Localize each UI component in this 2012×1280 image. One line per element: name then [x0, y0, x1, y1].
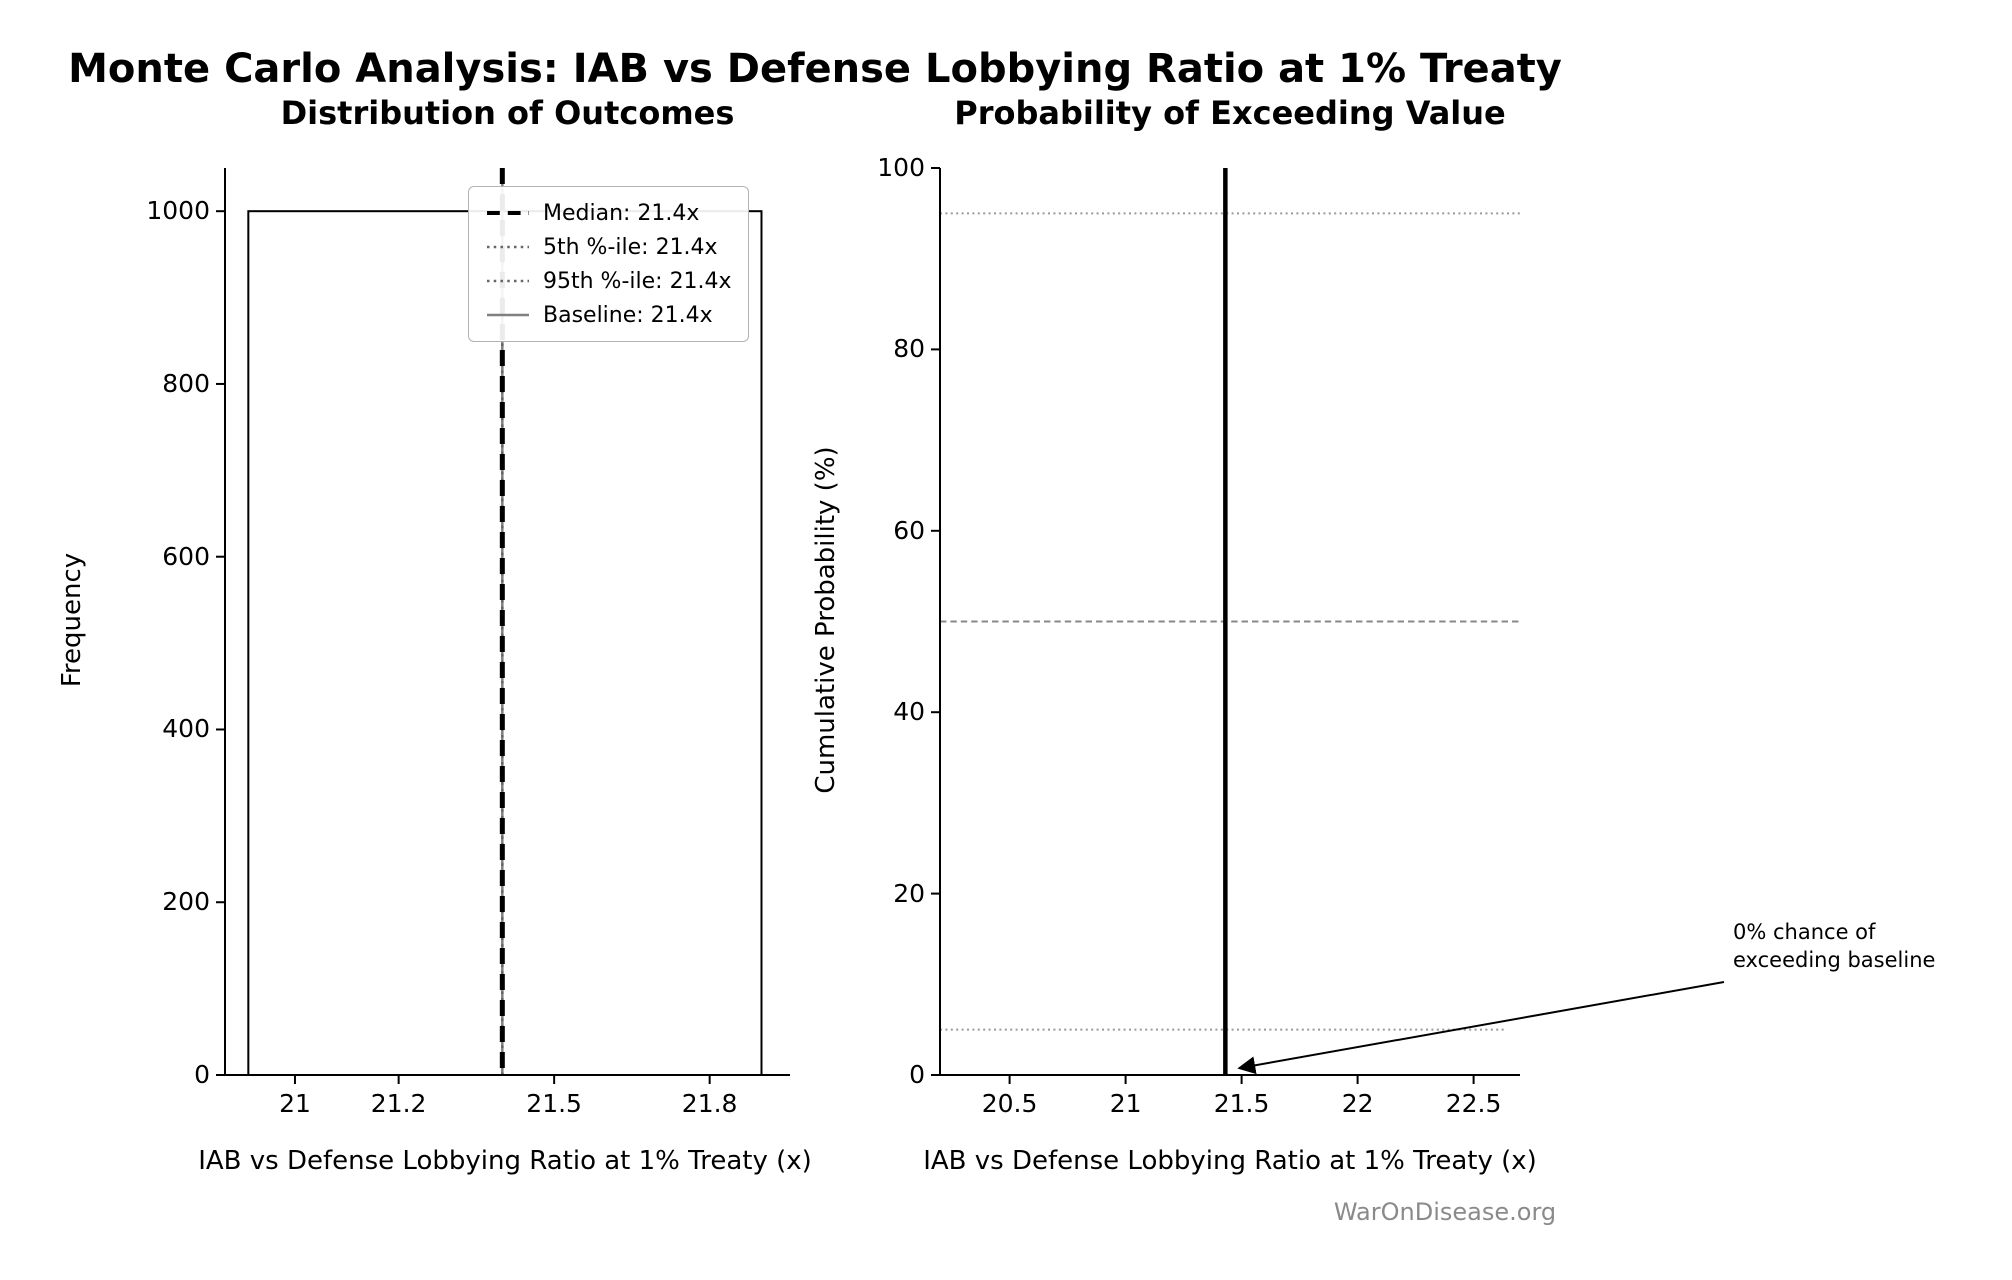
y-tick-label: 0 [194, 1060, 210, 1089]
legend: Median: 21.4x 5th %-ile: 21.4x 95th %-ile:… [468, 186, 749, 342]
y-tick-label: 0 [909, 1060, 925, 1089]
annotation-text: 0% chance of exceeding baseline [1733, 920, 1936, 973]
y-tick-label: 400 [162, 714, 210, 744]
x-tick-label: 21 [279, 1089, 311, 1118]
left-x-axis-label: IAB vs Defense Lobbying Ratio at 1% Trea… [198, 1146, 812, 1176]
cdf-plot [931, 167, 1520, 1084]
left-y-axis-label: Frequency [57, 552, 87, 688]
legend-entry-label: 5th %-ile: 21.4x [543, 234, 718, 260]
x-tick-label: 22 [1341, 1089, 1374, 1118]
x-tick-label: 21.2 [370, 1089, 427, 1118]
histogram-bar [247, 210, 763, 1076]
annotation-arrow [1237, 981, 1725, 1075]
y-tick-label: 20 [893, 878, 925, 908]
y-tick-label: 80 [893, 334, 925, 364]
left-chart-title: Distribution of Outcomes [280, 94, 735, 132]
x-tick-label: 21.8 [681, 1089, 738, 1118]
x-tick-label: 21 [1109, 1089, 1142, 1118]
legend-line-sample [487, 313, 529, 317]
annotation-arrow-line [1237, 981, 1725, 1075]
legend-line-sample [487, 211, 529, 215]
y-tick-label: 600 [162, 541, 210, 571]
legend-entry: Baseline: 21.4x [485, 299, 732, 331]
y-tick-label: 1000 [146, 196, 210, 226]
right-chart-title: Probability of Exceeding Value [954, 94, 1506, 132]
y-tick-label: 100 [877, 153, 925, 182]
y-tick-label: 60 [893, 515, 925, 545]
legend-entry-label: Median: 21.4x [543, 200, 700, 226]
figure-title: Monte Carlo Analysis: IAB vs Defense Lob… [68, 46, 1562, 92]
right-x-axis-label: IAB vs Defense Lobbying Ratio at 1% Trea… [923, 1146, 1537, 1176]
legend-line-sample [487, 279, 529, 283]
x-tick-label: 21.5 [526, 1089, 582, 1118]
watermark: WarOnDisease.org [1333, 1198, 1557, 1226]
legend-entry-label: Baseline: 21.4x [543, 302, 713, 328]
legend-entry: Median: 21.4x [485, 197, 732, 229]
y-tick-label: 800 [162, 368, 210, 398]
legend-entry: 5th %-ile: 21.4x [485, 231, 732, 263]
x-tick-label: 21.5 [1213, 1089, 1270, 1118]
legend-entry-label: 95th %-ile: 21.4x [543, 268, 732, 294]
histogram-plot [216, 168, 790, 1084]
x-tick-label: 22.5 [1445, 1089, 1502, 1118]
legend-entry: 95th %-ile: 21.4x [485, 265, 732, 297]
y-tick-label: 200 [162, 887, 210, 917]
y-tick-label: 40 [893, 697, 925, 727]
right-y-axis-label: Cumulative Probability (%) [811, 446, 841, 794]
x-tick-label: 20.5 [981, 1089, 1038, 1118]
legend-line-sample [487, 245, 529, 249]
